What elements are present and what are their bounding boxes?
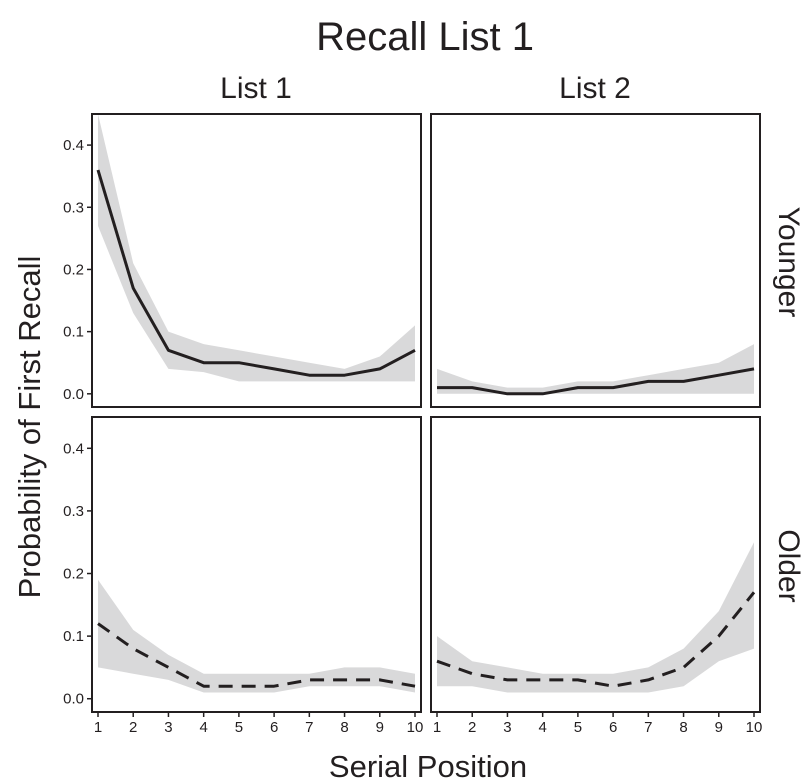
series-line [96, 169, 416, 377]
x-tick-label: 3 [503, 719, 511, 736]
y-tick-label: 0.2 [63, 566, 84, 583]
x-tick-label: 2 [468, 719, 476, 736]
panel-frame [430, 113, 761, 408]
panels-layer: 0.00.10.20.30.40.00.10.20.30.41 2 3 4 5 6 7 8 9 1… [63, 113, 763, 736]
panel [430, 113, 761, 408]
x-tick-label: 2 [129, 719, 137, 736]
row-strip-label: Younger [772, 207, 804, 318]
y-tick-label: 0.3 [63, 199, 84, 216]
y-tick-label: 0.1 [63, 628, 84, 645]
x-tick-label: 8 [340, 719, 348, 736]
series-line [97, 622, 416, 688]
y-tick-label: 0.4 [63, 137, 84, 154]
y-tick-label: 0.1 [63, 324, 84, 341]
y-tick-label: 0.3 [63, 503, 84, 520]
x-tick-label: 1 [94, 719, 102, 736]
x-tick-label: 6 [609, 719, 617, 736]
column-strip-label: List 2 [559, 72, 631, 105]
panel-frame [91, 113, 422, 408]
y-axis-label: Probability of First Recall [12, 256, 47, 599]
x-tick-label: 6 [270, 719, 278, 736]
confidence-band [98, 579, 415, 693]
panel: 0.0 0.1 0.2 0.3 0.4 1 2 3 4 5 6 7 8 9 10 [63, 416, 424, 736]
panel-plot-area [436, 542, 756, 693]
panel-plot-area [97, 579, 416, 693]
x-tick-label: 7 [305, 719, 313, 736]
chart-title: Recall List 1 [316, 15, 534, 59]
series-line [437, 367, 755, 396]
panel-frame [430, 416, 761, 713]
x-tick-label: 9 [376, 719, 384, 736]
panel-plot-area [96, 114, 416, 382]
x-tick-label: 4 [199, 719, 207, 736]
row-strip-label: Older [772, 529, 804, 602]
x-tick-label: 10 [746, 719, 763, 736]
y-tick-label: 0.2 [63, 261, 84, 278]
x-axis-label: Serial Position [329, 749, 527, 784]
y-tick-label: 0.4 [63, 440, 84, 457]
confidence-band [98, 114, 415, 382]
x-tick-label: 8 [679, 719, 687, 736]
x-tick-label: 5 [235, 719, 243, 736]
panel-plot-area [437, 344, 755, 396]
panel: 0.0 0.1 0.2 0.3 0.4 [63, 113, 422, 408]
column-strip-label: List 1 [220, 72, 292, 105]
x-tick-label: 9 [715, 719, 723, 736]
x-tick-label: 5 [574, 719, 582, 736]
panel-frame [91, 416, 422, 713]
x-tick-label: 7 [644, 719, 652, 736]
x-tick-label: 10 [407, 719, 424, 736]
x-tick-label: 1 [433, 719, 441, 736]
confidence-band [437, 542, 754, 693]
panel: 1 2 3 4 5 6 7 8 9 10 [430, 416, 763, 736]
x-tick-label: 3 [164, 719, 172, 736]
x-tick-label: 4 [538, 719, 546, 736]
series-line [436, 591, 756, 688]
y-tick-label: 0.0 [63, 386, 84, 403]
y-tick-label: 0.0 [63, 691, 84, 708]
